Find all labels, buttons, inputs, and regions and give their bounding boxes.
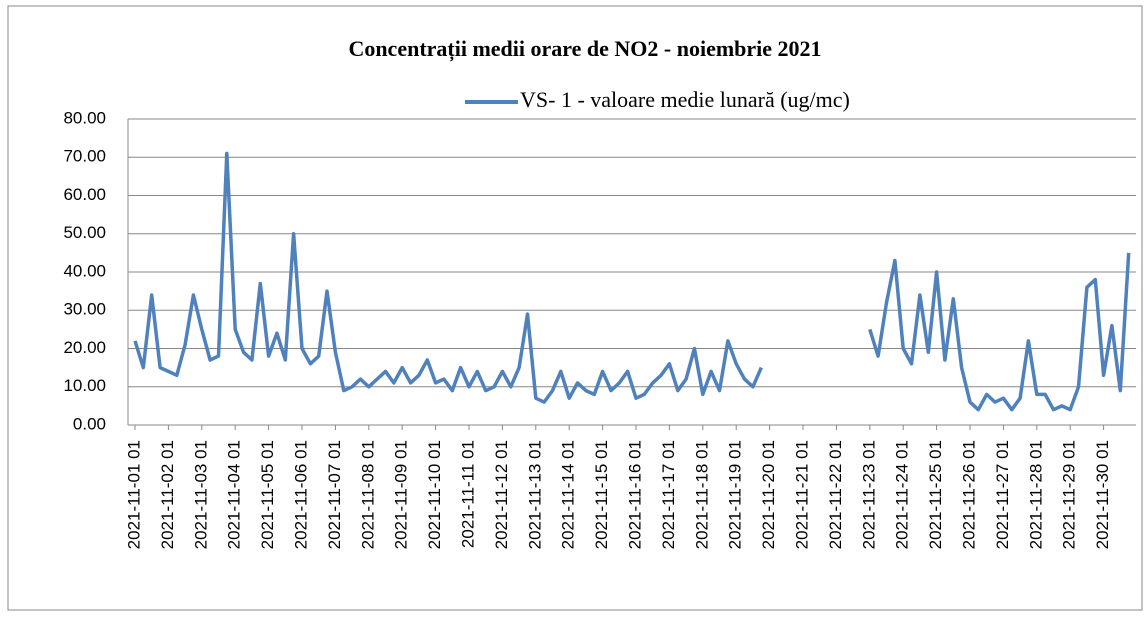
- x-tick-label: 2021-11-02 01: [158, 440, 177, 549]
- legend-label: VS- 1 - valoare medie lunară (ug/mc): [520, 87, 850, 112]
- x-tick-label: 2021-11-24 01: [893, 440, 912, 549]
- x-tick-label: 2021-11-30 01: [1093, 440, 1112, 549]
- x-tick-label: 2021-11-27 01: [993, 440, 1012, 549]
- y-tick-label: 30.00: [63, 300, 106, 319]
- y-tick-label: 80.00: [63, 108, 106, 127]
- chart-border: [7, 5, 1143, 611]
- x-tick-label: 2021-11-26 01: [959, 440, 978, 549]
- x-tick-label: 2021-11-15 01: [592, 440, 611, 549]
- x-tick-label: 2021-11-21 01: [792, 440, 811, 549]
- y-tick-label: 20.00: [63, 338, 106, 357]
- x-tick-label: 2021-11-07 01: [325, 440, 344, 549]
- y-tick-label: 10.00: [63, 376, 106, 395]
- x-tick-label: 2021-11-06 01: [291, 440, 310, 549]
- x-tick-label: 2021-11-28 01: [1026, 440, 1045, 549]
- x-tick-label: 2021-11-22 01: [826, 440, 845, 549]
- x-tick-label: 2021-11-14 01: [559, 440, 578, 549]
- x-tick-label: 2021-11-17 01: [659, 440, 678, 549]
- x-tick-label: 2021-11-23 01: [859, 440, 878, 549]
- x-tick-label: 2021-11-11 01: [458, 440, 477, 548]
- x-tick-label: 2021-11-19 01: [726, 440, 745, 549]
- x-tick-label: 2021-11-03 01: [191, 440, 210, 549]
- x-tick-label: 2021-11-12 01: [492, 440, 511, 549]
- y-tick-label: 50.00: [63, 223, 106, 242]
- x-tick-label: 2021-11-04 01: [225, 440, 244, 549]
- x-tick-label: 2021-11-25 01: [926, 440, 945, 549]
- x-tick-label: 2021-11-05 01: [258, 440, 277, 549]
- x-tick-label: 2021-11-01 01: [124, 440, 143, 549]
- y-tick-label: 60.00: [63, 185, 106, 204]
- x-tick-label: 2021-11-16 01: [625, 440, 644, 549]
- y-tick-label: 40.00: [63, 261, 106, 280]
- x-tick-label: 2021-11-18 01: [692, 440, 711, 549]
- data-line: [133, 151, 1131, 412]
- y-tick-label: 0.00: [73, 414, 106, 433]
- chart-title: Concentrații medii orare de NO2 - noiemb…: [348, 36, 821, 62]
- y-tick-label: 70.00: [63, 147, 106, 166]
- x-tick-label: 2021-11-29 01: [1060, 440, 1079, 549]
- x-tick-label: 2021-11-10 01: [425, 440, 444, 549]
- x-tick-label: 2021-11-08 01: [358, 440, 377, 549]
- x-tick-label: 2021-11-09 01: [392, 440, 411, 549]
- x-tick-label: 2021-11-13 01: [525, 440, 544, 549]
- x-tick-label: 2021-11-20 01: [759, 440, 778, 549]
